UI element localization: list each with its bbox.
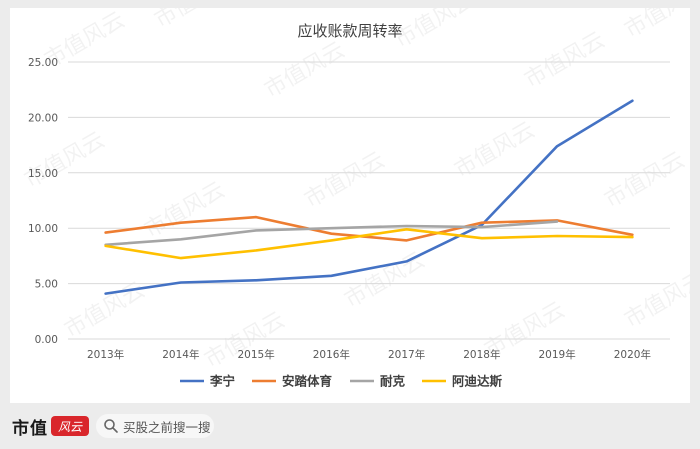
watermark-text: 市值风云 xyxy=(21,128,110,194)
legend: 李宁 安踏体育 耐克 阿迪达斯 xyxy=(180,374,503,389)
footer-bar: 市值 风云 买股之前搜一搜 xyxy=(0,403,700,449)
y-tick-label: 5.00 xyxy=(35,279,58,291)
y-tick-label: 0.00 xyxy=(35,334,58,346)
watermark-text: 市值风云 xyxy=(261,38,350,104)
y-tick-label: 20.00 xyxy=(28,112,58,124)
logo-text: 市值 xyxy=(12,418,48,439)
x-tick-label: 2017年 xyxy=(388,348,425,361)
x-tick-label: 2020年 xyxy=(614,348,651,361)
y-axis-ticks: 0.00 5.00 10.00 15.00 20.00 25.00 xyxy=(28,57,58,346)
brand-logo[interactable]: 市值 风云 xyxy=(12,414,89,439)
x-tick-label: 2015年 xyxy=(238,348,275,361)
watermark-text: 市值风云 xyxy=(151,8,240,33)
series-lines xyxy=(104,99,634,295)
x-tick-label: 2016年 xyxy=(313,348,350,361)
chart-title: 应收账款周转率 xyxy=(297,22,402,40)
search-placeholder: 买股之前搜一搜 xyxy=(123,419,211,435)
series-line-阿迪达斯 xyxy=(104,228,634,260)
watermark-text: 市值风云 xyxy=(601,148,690,214)
legend-label: 李宁 xyxy=(209,374,235,389)
chart-card: 市值风云 市值风云 市值风云 市值风云 市值风云 市值风云 市值风云 市值风云 市值风云 市值风云… xyxy=(10,8,690,403)
x-tick-label: 2014年 xyxy=(162,348,199,361)
series-line-耐克 xyxy=(104,220,559,247)
x-tick-label: 2019年 xyxy=(539,348,576,361)
watermark-text: 市值风云 xyxy=(521,28,610,94)
watermark-text: 市值风云 xyxy=(301,148,390,214)
legend-label: 阿迪达斯 xyxy=(452,374,503,389)
legend-label: 耐克 xyxy=(380,374,406,389)
watermark-text: 市值风云 xyxy=(621,268,691,334)
watermark-text: 市值风云 xyxy=(621,8,691,43)
watermark-text: 市值风云 xyxy=(391,8,480,53)
search-box[interactable]: 买股之前搜一搜 xyxy=(96,414,214,438)
x-tick-label: 2013年 xyxy=(87,348,124,361)
series-line-李宁 xyxy=(104,99,634,295)
y-tick-label: 15.00 xyxy=(28,168,58,180)
x-axis-ticks: 2013年 2014年 2015年 2016年 2017年 2018年 2019年 2020年 xyxy=(87,348,651,361)
y-tick-label: 10.00 xyxy=(28,223,58,235)
watermark-text: 市值风云 xyxy=(61,278,150,344)
logo-mark: 风云 xyxy=(51,416,89,436)
search-icon xyxy=(104,419,118,433)
watermark-text: 市值风云 xyxy=(201,308,290,374)
y-tick-label: 25.00 xyxy=(28,57,58,69)
x-tick-label: 2018年 xyxy=(463,348,500,361)
legend-label: 安踏体育 xyxy=(282,374,333,389)
watermark-text: 市值风云 xyxy=(141,178,230,244)
watermark-text: 市值风云 xyxy=(451,118,540,184)
series-line-安踏体育 xyxy=(104,215,634,242)
